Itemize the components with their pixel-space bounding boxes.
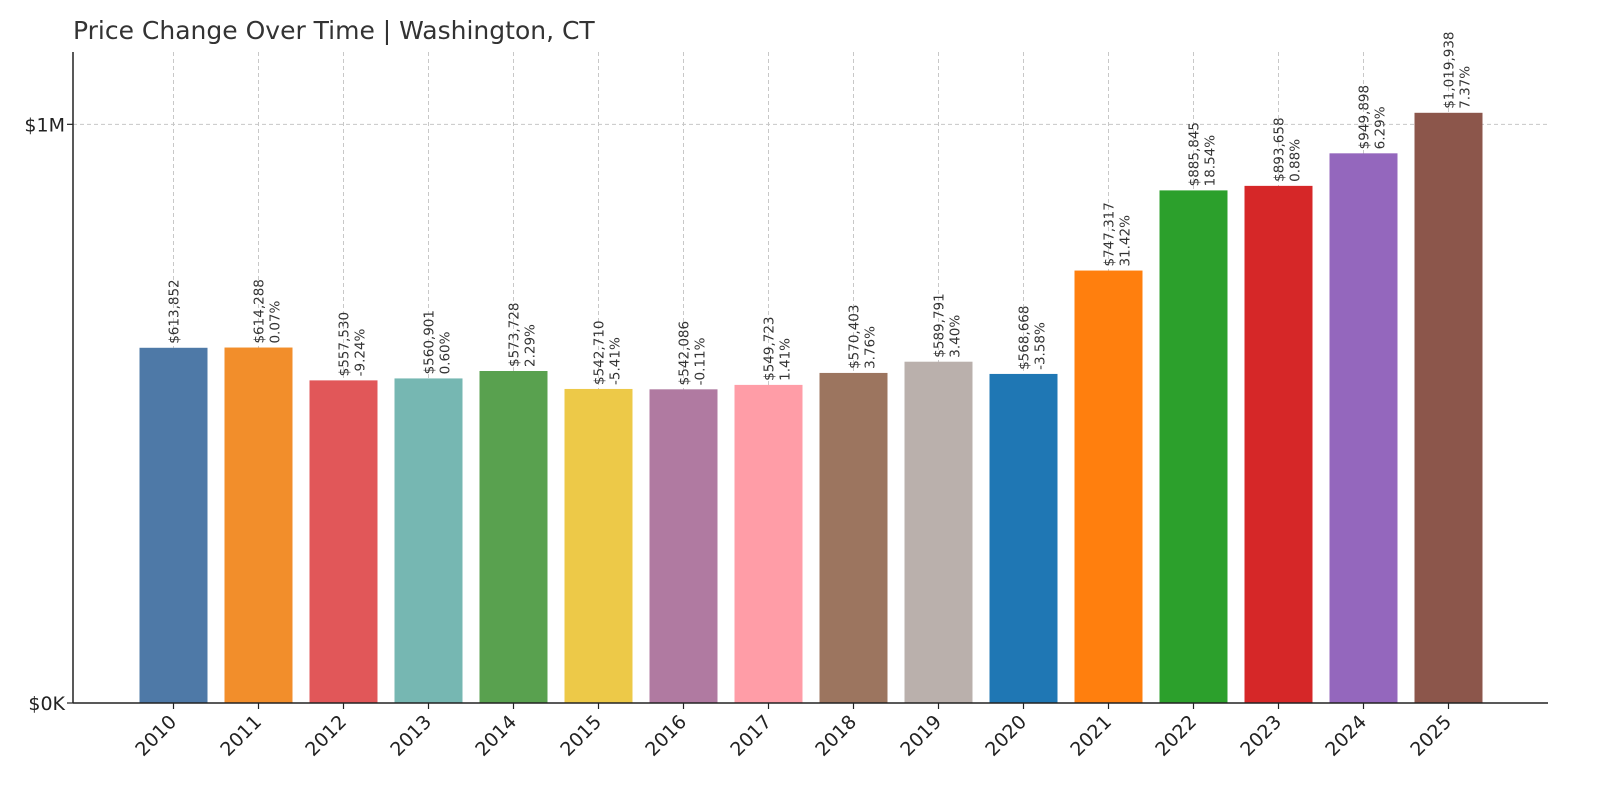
- bar-value-label: $560,901: [422, 310, 438, 374]
- bar-value-label: $614,288: [252, 279, 268, 343]
- bar-change-label: 6.29%: [1373, 106, 1389, 149]
- bar-change-label: 0.60%: [438, 331, 454, 374]
- bar-change-label: -9.24%: [353, 328, 369, 376]
- x-tick-label: 2010: [131, 711, 181, 761]
- bar-2023: [1244, 185, 1313, 704]
- bar-value-label: $885,845: [1187, 122, 1203, 186]
- bar-2019: [904, 361, 973, 703]
- bar-change-label: 18.54%: [1203, 135, 1219, 187]
- bar-change-label: -5.41%: [608, 337, 624, 385]
- x-tick-label: 2019: [896, 711, 946, 761]
- bar-2012: [309, 380, 378, 703]
- bar-2020: [989, 373, 1058, 703]
- x-tick-label: 2018: [811, 711, 861, 761]
- x-tick-label: 2016: [641, 711, 691, 761]
- bar-change-label: 0.88%: [1288, 139, 1304, 182]
- grid-layer: [73, 52, 1548, 703]
- bar-change-label: 0.07%: [268, 300, 284, 343]
- bar-2015: [564, 388, 633, 703]
- bar-value-label: $542,710: [592, 321, 608, 385]
- bar-value-label: $1,019,938: [1442, 31, 1458, 108]
- bar-change-label: 7.37%: [1458, 66, 1474, 109]
- x-tick-label: 2021: [1066, 711, 1116, 761]
- x-tick-label: 2012: [301, 711, 351, 761]
- x-tick-label: 2015: [556, 711, 606, 761]
- bar-2011: [224, 347, 293, 703]
- x-tick-label: 2025: [1406, 711, 1456, 761]
- x-tick-label: 2017: [726, 711, 776, 761]
- bar-value-label: $893,658: [1272, 117, 1288, 181]
- bar-change-label: 2.29%: [523, 324, 539, 367]
- bar-value-label: $542,086: [677, 321, 693, 385]
- bar-2024: [1329, 153, 1398, 703]
- bar-change-label: 1.41%: [778, 338, 794, 381]
- bar-2022: [1159, 190, 1228, 704]
- bar-value-label: $949,898: [1357, 85, 1373, 149]
- y-tick-label: $1M: [24, 114, 65, 136]
- bar-2018: [819, 372, 888, 703]
- x-tick-label: 2011: [216, 711, 266, 761]
- chart-title: Price Change Over Time | Washington, CT: [73, 16, 595, 45]
- bar-2025: [1414, 112, 1483, 703]
- bar-value-label: $557,530: [337, 312, 353, 376]
- x-tick-label: 2014: [471, 711, 521, 761]
- bar-value-label: $589,791: [932, 293, 948, 357]
- bar-change-label: -0.11%: [693, 337, 709, 385]
- bar-value-label: $568,668: [1017, 306, 1033, 370]
- bar-2014: [479, 371, 548, 703]
- bar-value-label: $747,317: [1102, 202, 1118, 266]
- bar-change-label: 3.76%: [863, 326, 879, 369]
- bar-2017: [734, 384, 803, 703]
- bar-value-label: $573,728: [507, 303, 523, 367]
- x-tick-label: 2022: [1151, 711, 1201, 761]
- x-tick-label: 2024: [1321, 711, 1371, 761]
- bar-layer: [139, 112, 1483, 704]
- bar-change-label: 31.42%: [1118, 215, 1134, 267]
- bar-2016: [649, 389, 718, 703]
- bar-value-label: $549,723: [762, 316, 778, 380]
- bar-2013: [394, 378, 463, 703]
- bar-change-label: 3.40%: [948, 315, 964, 358]
- x-tick-label: 2023: [1236, 711, 1286, 761]
- x-tick-label: 2013: [386, 711, 436, 761]
- bar-value-label: $570,403: [847, 305, 863, 369]
- bar-change-label: -3.58%: [1033, 322, 1049, 370]
- bar-2010: [139, 347, 208, 703]
- x-tick-label: 2020: [981, 711, 1031, 761]
- label-layer: $613,852 $614,288 0.07% $557,530 -9.24% $560,…: [167, 31, 1474, 385]
- bar-2021: [1074, 270, 1143, 703]
- y-tick-label: $0K: [28, 693, 65, 715]
- bar-value-label: $613,852: [167, 279, 183, 343]
